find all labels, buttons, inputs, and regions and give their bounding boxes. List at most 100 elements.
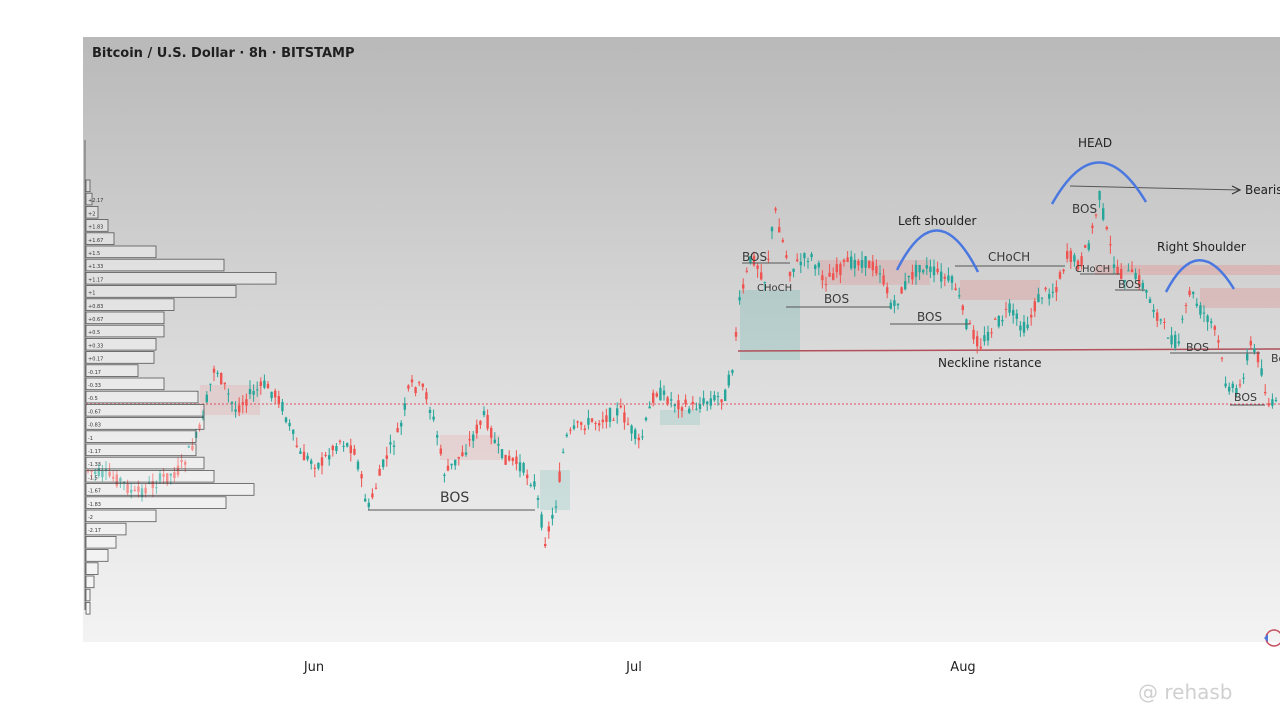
candle-body [1192, 292, 1195, 295]
volume-profile-level-label: +2.17 [88, 198, 103, 204]
candle-body [432, 416, 435, 420]
candle-body [1120, 269, 1123, 279]
candle-body [623, 412, 626, 423]
structure-label: Bo [1271, 352, 1280, 365]
candle-body [709, 398, 712, 406]
candle-body [515, 456, 518, 465]
bearish-arrow-icon [1231, 185, 1242, 195]
volume-profile-bar [85, 245, 157, 259]
volume-profile-bar [85, 179, 91, 193]
candle-body [572, 425, 576, 429]
volume-profile-bar [85, 258, 225, 272]
candle-body [760, 272, 763, 280]
candle-body [1195, 303, 1198, 306]
candle-body [1112, 264, 1116, 268]
candle-body [1148, 299, 1152, 303]
candle-body [338, 440, 342, 442]
candle-body [587, 417, 590, 425]
candle-body [256, 389, 259, 391]
candle-body [1040, 297, 1044, 299]
candle-body [306, 455, 309, 460]
candle-body [529, 484, 532, 486]
structure-line [1069, 185, 1241, 191]
volume-profile-level-label: -1.17 [88, 449, 101, 455]
candle-body [594, 423, 597, 425]
candle-body [821, 275, 824, 281]
candle-body [806, 261, 810, 263]
candle-body [1264, 391, 1267, 394]
candle-body [756, 265, 759, 269]
candle-body [443, 474, 446, 476]
candle-body [1238, 384, 1242, 386]
candle-body [1163, 321, 1166, 323]
candle-body [1274, 400, 1278, 402]
candle-body [698, 404, 702, 409]
candle-body [781, 240, 784, 242]
volume-profile-bar [85, 285, 237, 298]
candle-body [583, 428, 586, 431]
volume-profile-bar [85, 536, 117, 549]
candle-body [202, 411, 205, 421]
volume-profile-level-label: +0.67 [88, 317, 103, 323]
candle-body [1235, 387, 1238, 395]
candle-body [558, 471, 561, 482]
volume-profile-level-label: -0.83 [88, 423, 101, 429]
candle-body [644, 417, 648, 421]
candle-body [1116, 266, 1119, 274]
candle-body [295, 445, 298, 447]
candle-body [1267, 403, 1270, 406]
candle-body [1012, 309, 1015, 316]
structure-label: BOS [440, 490, 469, 506]
candle-body [986, 331, 990, 341]
candle-body [1084, 245, 1087, 248]
candle-body [1202, 312, 1206, 314]
candle-body [493, 439, 496, 444]
candle-body [626, 423, 630, 425]
candle-body [1026, 324, 1029, 329]
candle-body [497, 443, 500, 446]
candle-body [677, 400, 680, 410]
candle-body [428, 409, 432, 413]
zone-box [1095, 265, 1280, 275]
candle-body [198, 424, 201, 429]
x-tick-label: Jun [303, 660, 324, 675]
candle-body [871, 261, 874, 271]
volume-profile-level-label: +0.33 [88, 343, 103, 349]
candle-body [637, 437, 640, 441]
candle-body [248, 389, 252, 395]
volume-profile-level-label: +0.5 [88, 330, 100, 336]
chart-title: Bitcoin / U.S. Dollar · 8h · BITSTAMP [92, 46, 355, 61]
candle-body [580, 422, 583, 425]
volume-profile-level-label: +1.33 [88, 264, 103, 270]
candle-body [1231, 383, 1234, 388]
volume-profile-bar [85, 430, 197, 443]
candle-body [1152, 309, 1155, 312]
candle-body [1228, 386, 1231, 392]
candle-body [940, 271, 943, 282]
candle-body [706, 401, 709, 404]
candle-body [547, 526, 550, 532]
volume-profile-bar [85, 403, 205, 417]
candle-body [162, 474, 165, 477]
candle-body [864, 256, 867, 268]
candle-body [738, 297, 741, 301]
candle-body [1033, 301, 1036, 312]
candle-body [641, 436, 644, 438]
candle-body [320, 457, 324, 466]
candle-body [958, 295, 961, 297]
candle-body [356, 461, 360, 470]
volume-profile-level-label: -0.67 [88, 409, 101, 415]
candle-body [238, 405, 241, 413]
candle-body [479, 420, 482, 425]
volume-profile-level-label: +0.83 [88, 304, 103, 310]
candle-body [360, 474, 363, 479]
candle-body [814, 265, 817, 269]
candle-body [608, 408, 612, 422]
neckline-line [737, 348, 1280, 352]
candle-body [187, 445, 190, 448]
candle-body [155, 487, 158, 489]
candle-body [389, 442, 392, 445]
volume-profile-bar [85, 205, 99, 219]
candle-body [893, 300, 896, 306]
